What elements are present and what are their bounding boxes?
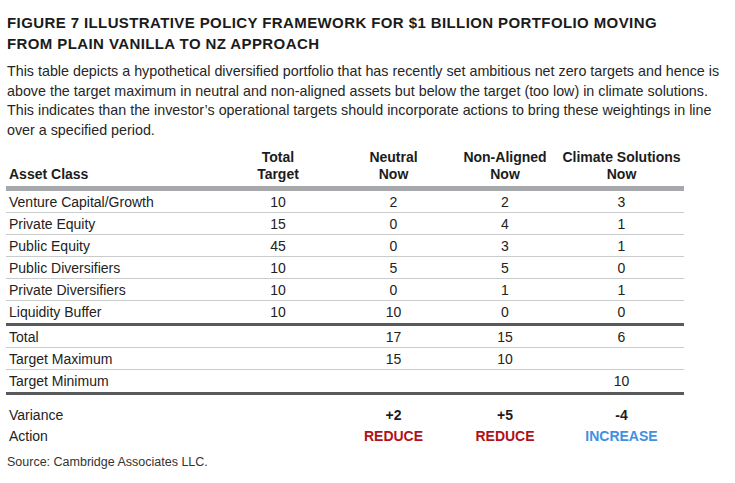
cell-neutral-now: 0 bbox=[336, 238, 451, 254]
cell-climate-solutions-now: 0 bbox=[559, 260, 684, 276]
cell-non-aligned-now: 4 bbox=[451, 216, 559, 232]
figure-description: This table depicts a hypothetical divers… bbox=[7, 62, 723, 140]
cell-climate-solutions-now: 10 bbox=[559, 373, 684, 389]
column-header-line: Climate Solutions bbox=[559, 149, 684, 166]
column-header-climate-solutions-now: Climate Solutions Now bbox=[559, 149, 684, 183]
cell-climate-solutions-now: 1 bbox=[559, 238, 684, 254]
cell-neutral-now: 0 bbox=[336, 216, 451, 232]
cell-neutral-now: 15 bbox=[336, 351, 451, 367]
cell-neutral-now: 5 bbox=[336, 260, 451, 276]
column-header-line: Now bbox=[336, 166, 451, 183]
row-label: Variance bbox=[6, 407, 220, 423]
column-header-line: Now bbox=[559, 166, 684, 183]
column-header-neutral-now: Neutral Now bbox=[336, 149, 451, 183]
cell-climate-solutions-now: 1 bbox=[559, 216, 684, 232]
cell-variance-non-aligned: +5 bbox=[451, 407, 559, 423]
row-label: Liquidity Buffer bbox=[6, 304, 220, 320]
cell-action-reduce-non-aligned: REDUCE bbox=[451, 428, 559, 444]
row-label: Public Equity bbox=[6, 238, 220, 254]
report-figure: FIGURE 7 ILLUSTRATIVE POLICY FRAMEWORK F… bbox=[7, 0, 729, 446]
cell-climate-solutions-now: 6 bbox=[559, 329, 684, 345]
column-header-asset-class: Asset Class bbox=[6, 166, 220, 183]
cell-non-aligned-now: 2 bbox=[451, 194, 559, 210]
table-row-target-minimum: Target Minimum 10 bbox=[6, 370, 684, 392]
row-label: Target Maximum bbox=[6, 351, 220, 367]
column-header-line: Non-Aligned bbox=[451, 149, 559, 166]
cell-non-aligned-now: 10 bbox=[451, 351, 559, 367]
cell-total-target: 45 bbox=[220, 238, 336, 254]
cell-neutral-now: 0 bbox=[336, 282, 451, 298]
cell-non-aligned-now: 0 bbox=[451, 304, 559, 320]
cell-non-aligned-now: 5 bbox=[451, 260, 559, 276]
cell-neutral-now: 2 bbox=[336, 194, 451, 210]
row-label: Action bbox=[6, 428, 220, 444]
table-row-private-equity: Private Equity 15 0 4 1 bbox=[6, 213, 684, 235]
row-label: Total bbox=[6, 329, 220, 345]
row-label: Private Diversifiers bbox=[6, 282, 220, 298]
cell-total-target: 10 bbox=[220, 194, 336, 210]
cell-total-target: 15 bbox=[220, 216, 336, 232]
section-separator-line bbox=[6, 392, 684, 395]
cell-total-target: 10 bbox=[220, 304, 336, 320]
row-label: Target Minimum bbox=[6, 373, 220, 389]
cell-climate-solutions-now: 3 bbox=[559, 194, 684, 210]
table-row-public-equity: Public Equity 45 0 3 1 bbox=[6, 235, 684, 257]
cell-variance-climate-solutions: -4 bbox=[559, 407, 684, 423]
table-row-total: Total 17 15 6 bbox=[6, 326, 684, 348]
column-header-total-target: Total Target bbox=[220, 149, 336, 183]
table-row-liquidity-buffer: Liquidity Buffer 10 10 0 0 bbox=[6, 301, 684, 323]
table-row-target-maximum: Target Maximum 15 10 bbox=[6, 348, 684, 370]
table-row-variance: Variance +2 +5 -4 bbox=[6, 404, 684, 425]
cell-variance-neutral: +2 bbox=[336, 407, 451, 423]
column-header-line: Neutral bbox=[336, 149, 451, 166]
cell-neutral-now: 17 bbox=[336, 329, 451, 345]
cell-non-aligned-now: 3 bbox=[451, 238, 559, 254]
column-header-line: Total bbox=[220, 149, 336, 166]
source-note: Source: Cambridge Associates LLC. bbox=[7, 455, 208, 469]
table-row-venture-capital-growth: Venture Capital/Growth 10 2 2 3 bbox=[6, 191, 684, 213]
table-row-public-diversifiers: Public Diversifiers 10 5 5 0 bbox=[6, 257, 684, 279]
cell-action-increase-climate-solutions: INCREASE bbox=[559, 428, 684, 444]
column-header-non-aligned-now: Non-Aligned Now bbox=[451, 149, 559, 183]
figure-title-line-2: FROM PLAIN VANILLA TO NZ APPROACH bbox=[7, 33, 729, 54]
cell-total-target: 10 bbox=[220, 282, 336, 298]
column-header-line: Now bbox=[451, 166, 559, 183]
policy-framework-table: Asset Class Total Target Neutral Now Non… bbox=[6, 149, 684, 446]
row-label: Venture Capital/Growth bbox=[6, 194, 220, 210]
column-header-line: Target bbox=[220, 166, 336, 183]
cell-climate-solutions-now: 0 bbox=[559, 304, 684, 320]
table-row-private-diversifiers: Private Diversifiers 10 0 1 1 bbox=[6, 279, 684, 301]
cell-non-aligned-now: 15 bbox=[451, 329, 559, 345]
cell-non-aligned-now: 1 bbox=[451, 282, 559, 298]
table-header-row: Asset Class Total Target Neutral Now Non… bbox=[6, 149, 684, 183]
table-row-action: Action REDUCE REDUCE INCREASE bbox=[6, 425, 684, 446]
cell-total-target: 10 bbox=[220, 260, 336, 276]
row-label: Public Diversifiers bbox=[6, 260, 220, 276]
cell-climate-solutions-now: 1 bbox=[559, 282, 684, 298]
cell-action-reduce-neutral: REDUCE bbox=[336, 428, 451, 444]
cell-neutral-now: 10 bbox=[336, 304, 451, 320]
row-label: Private Equity bbox=[6, 216, 220, 232]
figure-title: FIGURE 7 ILLUSTRATIVE POLICY FRAMEWORK F… bbox=[7, 12, 729, 54]
figure-title-line-1: FIGURE 7 ILLUSTRATIVE POLICY FRAMEWORK F… bbox=[7, 12, 729, 33]
